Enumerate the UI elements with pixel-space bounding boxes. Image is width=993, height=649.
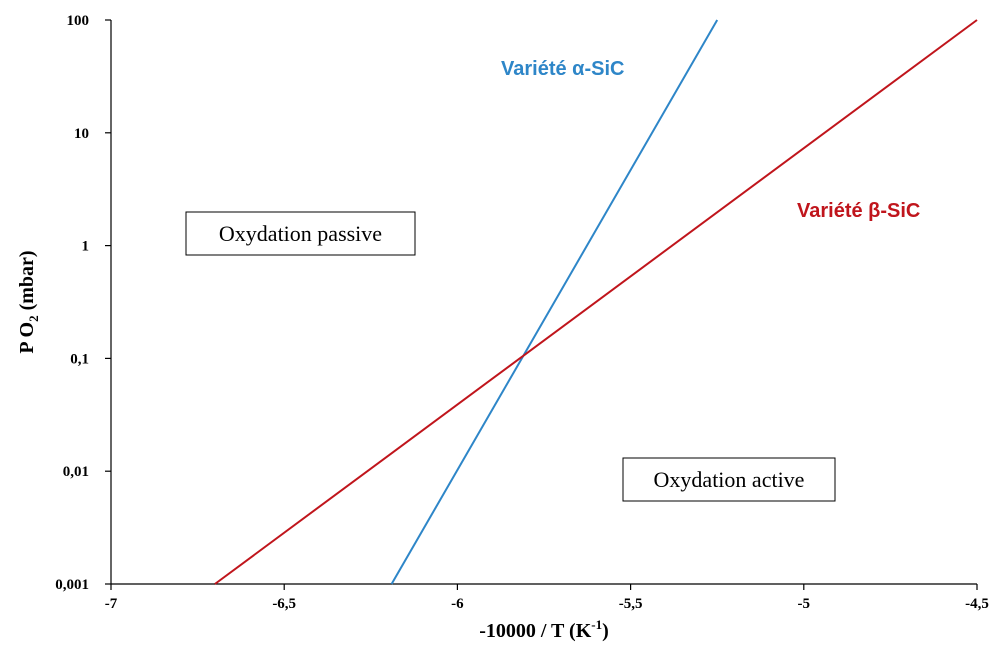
annotation-passive-box: [185, 211, 416, 256]
annotation-active: Oxydation active: [622, 457, 836, 502]
annotation-passive: Oxydation passive: [185, 211, 416, 256]
x-axis-title-sup: -1: [591, 617, 602, 632]
y-tick-label: 0,01: [63, 464, 89, 480]
x-tick-label: -6,5: [272, 596, 296, 612]
annotation-active-label: Oxydation active: [654, 467, 805, 492]
x-tick-label: -4,5: [965, 596, 989, 612]
annotation-passive-label: Oxydation passive: [219, 221, 382, 246]
series-lines: [214, 19, 978, 585]
x-tick-label: -7: [105, 596, 118, 612]
x-ticks: -7 -6,5 -6 -5,5 -5 -4,5: [105, 584, 989, 612]
y-axis-title: P O2 (mbar): [16, 250, 41, 353]
x-tick-label: -5: [798, 596, 811, 612]
x-tick-label: -5,5: [619, 596, 643, 612]
series-line-alpha: [390, 19, 719, 585]
x-axis-title: -10000 / T (K-1): [479, 617, 609, 642]
y-tick-label: 0,1: [70, 351, 89, 367]
y-tick-label: 0,001: [55, 577, 89, 593]
series-label-beta: Variété β-SiC: [797, 200, 920, 222]
annotation-active-box: [622, 457, 836, 502]
y-ticks: 0,001 0,01 0,1 1 10 100: [55, 13, 111, 593]
series-label-alpha: Variété α-SiC: [501, 58, 624, 80]
y-axis-title-sub: 2: [26, 315, 41, 322]
series-line-beta: [214, 19, 978, 585]
x-tick-label: -6: [451, 596, 464, 612]
y-tick-label: 1: [82, 239, 90, 255]
y-tick-label: 100: [67, 13, 90, 29]
y-tick-label: 10: [74, 126, 89, 142]
